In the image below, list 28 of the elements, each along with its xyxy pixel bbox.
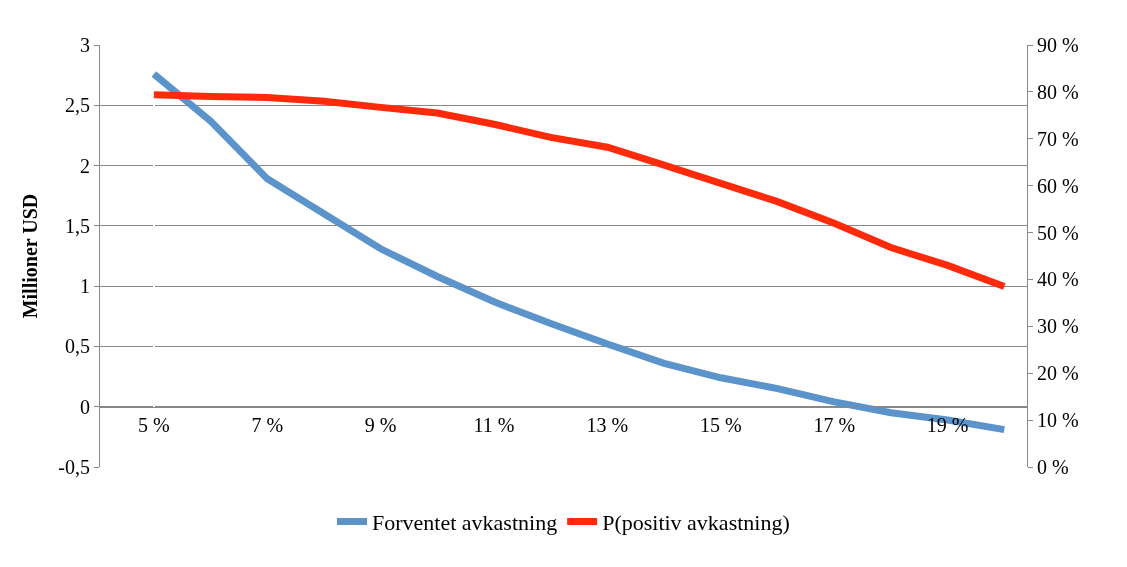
y-tick-label: -0,5 (58, 456, 90, 478)
y-tick-label: 2,5 (65, 94, 90, 117)
x-tick-label: 13 % (586, 413, 629, 436)
x-tick-label: 15 % (699, 413, 742, 436)
y2-tick-label: 0 % (1037, 456, 1069, 478)
x-tick-label: 7 % (251, 413, 284, 436)
y2-tick-label: 10 % (1037, 409, 1079, 432)
y2-tick-label: 60 % (1037, 174, 1079, 197)
y-tick-label: 0,5 (65, 335, 90, 358)
legend-label: P(positiv avkastning) (602, 510, 790, 536)
y-axis-title: Millioner USD (18, 193, 41, 319)
legend-label: Forventet avkastning (372, 510, 558, 536)
x-tick-label: 9 % (364, 413, 397, 436)
y2-tick-label: 30 % (1037, 315, 1079, 338)
y-tick-label: 3 (80, 34, 90, 56)
y2-tick-label: 70 % (1037, 127, 1079, 150)
y-tick-label: 1 (80, 275, 90, 298)
y2-tick-label: 50 % (1037, 221, 1079, 244)
x-tick-label: 11 % (473, 413, 515, 436)
y-tick-label: 0 (80, 395, 90, 418)
x-tick-label: 17 % (813, 413, 856, 436)
y2-tick-label: 40 % (1037, 268, 1079, 291)
y2-tick-label: 90 % (1037, 34, 1079, 56)
y-tick-label: 1,5 (65, 214, 90, 237)
x-tick-label: 5 % (138, 413, 170, 436)
y2-tick-label: 20 % (1037, 362, 1079, 385)
y-tick-label: 2 (80, 154, 90, 177)
y2-tick-label: 80 % (1037, 80, 1079, 103)
